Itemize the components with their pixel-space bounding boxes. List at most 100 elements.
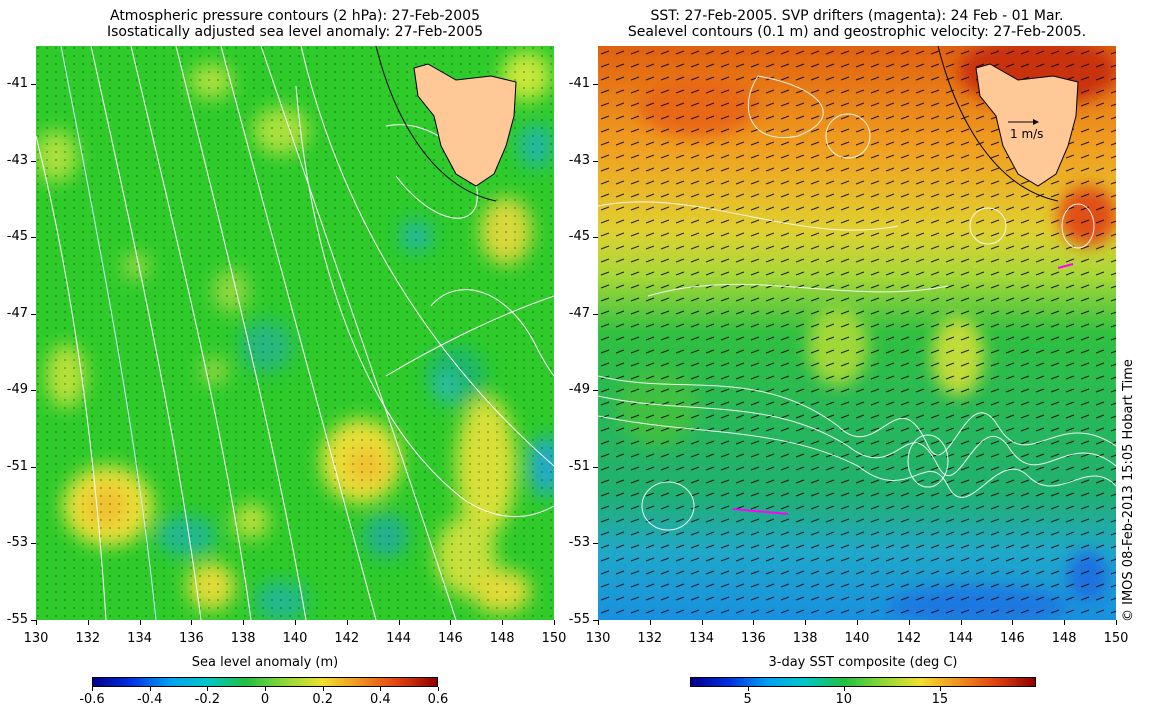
- y-tick-label: -49: [6, 382, 28, 398]
- x-tick-mark: [908, 620, 910, 625]
- x-tick-mark: [1064, 620, 1066, 625]
- colorbar-tick-label: 0.2: [312, 692, 333, 707]
- colorbar-tick-mark: [265, 687, 266, 691]
- tasmania-land: [975, 63, 1079, 187]
- colorbar-tick-mark: [380, 687, 382, 691]
- colorbar-tick-label: 10: [835, 692, 853, 707]
- y-tick-mark: [31, 543, 36, 545]
- left-title-line2: Isostatically adjusted sea level anomaly…: [106, 24, 484, 40]
- y-tick-label: -43: [568, 152, 590, 168]
- sea-level-colorbar: [92, 677, 438, 687]
- y-tick-mark: [31, 84, 36, 86]
- drifter-track: [1057, 263, 1074, 269]
- y-tick-label: -49: [568, 382, 590, 398]
- sst-colorbar: [690, 677, 1036, 687]
- sst-map: 1 m/s: [598, 46, 1116, 620]
- y-tick-label: -53: [6, 535, 28, 551]
- y-tick-mark: [593, 620, 598, 621]
- x-tick-mark: [398, 620, 400, 625]
- colorbar-tick-mark: [843, 687, 845, 691]
- colorbar-tick-label: 5: [743, 692, 752, 707]
- y-tick-mark: [31, 466, 36, 468]
- colorbar-tick-label: 15: [931, 692, 949, 707]
- x-tick-mark: [701, 620, 703, 625]
- y-tick-mark: [31, 390, 36, 392]
- x-tick-label: 146: [999, 631, 1025, 646]
- x-tick-mark: [87, 620, 89, 625]
- y-tick-mark: [593, 390, 598, 392]
- colorbar-tick-mark: [207, 687, 209, 691]
- x-tick-label: 140: [282, 631, 308, 646]
- right-title-line2: Sealevel contours (0.1 m) and geostrophi…: [627, 24, 1087, 40]
- colorbar-tick-mark: [747, 687, 749, 691]
- x-tick-label: 144: [948, 631, 973, 646]
- y-tick-label: -55: [6, 612, 28, 627]
- colorbar-tick-mark: [92, 687, 93, 691]
- y-tick-label: -51: [6, 458, 28, 474]
- x-tick-mark: [191, 620, 193, 625]
- colorbar-tick-label: 0: [260, 692, 270, 707]
- x-tick-label: 146: [437, 631, 463, 646]
- velocity-scale-label: 1 m/s: [1010, 127, 1043, 141]
- x-tick-label: 130: [23, 631, 49, 646]
- x-tick-mark: [346, 620, 348, 625]
- y-tick-mark: [31, 160, 36, 162]
- x-tick-mark: [139, 620, 141, 625]
- y-tick-label: -53: [568, 535, 590, 551]
- y-tick-label: -45: [6, 229, 28, 245]
- x-tick-label: 132: [637, 631, 663, 646]
- x-tick-mark: [36, 620, 37, 625]
- y-tick-mark: [593, 84, 598, 86]
- x-tick-mark: [1012, 620, 1014, 625]
- x-tick-label: 148: [1051, 631, 1077, 646]
- x-tick-label: 132: [75, 631, 101, 646]
- x-tick-mark: [649, 620, 651, 625]
- sea-level-anomaly-map: [36, 46, 554, 620]
- y-tick-mark: [593, 237, 598, 239]
- y-tick-label: -43: [6, 152, 28, 168]
- y-tick-mark: [593, 160, 598, 162]
- colorbar-tick-mark: [322, 687, 324, 691]
- colorbar-tick-label: 0.6: [427, 692, 449, 707]
- x-tick-label: 134: [689, 631, 714, 646]
- x-tick-mark: [502, 620, 504, 625]
- x-tick-mark: [805, 620, 807, 625]
- colorbar-tick-label: -0.2: [194, 692, 221, 707]
- y-tick-label: -45: [568, 229, 590, 245]
- x-tick-label: 134: [127, 631, 152, 646]
- x-tick-mark: [554, 620, 555, 625]
- tasmania-land: [413, 63, 517, 187]
- x-tick-mark: [960, 620, 962, 625]
- colorbar-tick-label: 0.4: [369, 692, 391, 707]
- x-tick-mark: [598, 620, 599, 625]
- colorbar-tick-mark: [438, 687, 439, 691]
- colorbar-tick-mark: [939, 687, 941, 691]
- imos-credit: © IMOS 08-Feb-2013 15:05 Hobart Time: [1121, 359, 1136, 622]
- x-tick-mark: [295, 620, 296, 625]
- x-tick-label: 140: [844, 631, 870, 646]
- y-tick-mark: [31, 313, 36, 315]
- x-tick-label: 142: [334, 631, 360, 646]
- x-tick-label: 150: [1103, 631, 1129, 646]
- y-tick-label: -55: [568, 612, 590, 627]
- x-tick-mark: [450, 620, 452, 625]
- x-tick-mark: [243, 620, 245, 625]
- left-colorbar-title: Sea level anomaly (m): [191, 655, 339, 670]
- x-tick-label: 138: [230, 631, 256, 646]
- y-tick-mark: [593, 313, 598, 315]
- y-tick-label: -41: [568, 76, 590, 92]
- x-tick-mark: [857, 620, 858, 625]
- x-tick-label: 148: [489, 631, 515, 646]
- y-tick-label: -41: [6, 76, 28, 92]
- y-tick-mark: [31, 237, 36, 239]
- left-title-line1: Atmospheric pressure contours (2 hPa): 2…: [109, 8, 480, 24]
- y-tick-mark: [593, 543, 598, 545]
- x-tick-label: 150: [541, 631, 567, 646]
- right-colorbar-title: 3-day SST composite (deg C): [768, 655, 958, 670]
- colorbar-tick-label: -0.6: [79, 692, 105, 707]
- y-tick-label: -47: [568, 305, 590, 321]
- y-tick-label: -51: [568, 458, 590, 474]
- y-tick-mark: [31, 620, 36, 621]
- colorbar-tick-label: -0.4: [136, 692, 163, 707]
- x-tick-label: 136: [178, 631, 204, 646]
